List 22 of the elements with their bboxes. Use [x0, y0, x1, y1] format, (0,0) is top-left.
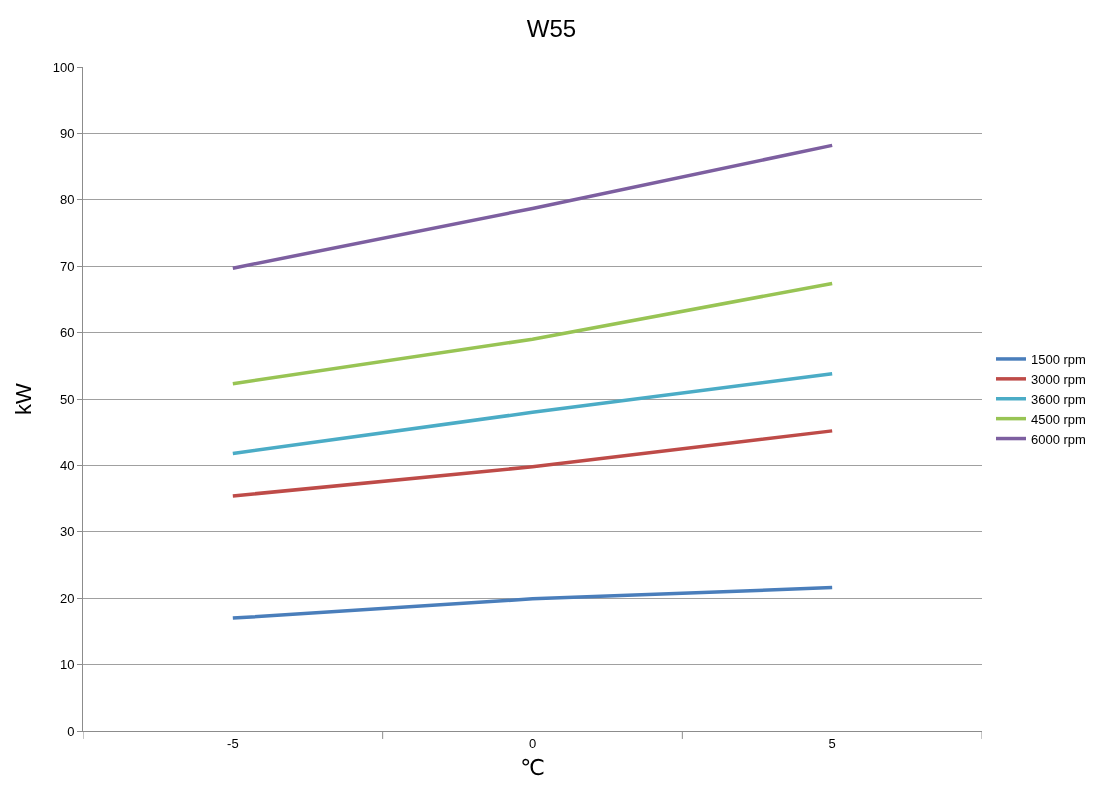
y-tick-label: 100: [52, 59, 75, 75]
x-tick-label: -5: [227, 735, 239, 751]
chart-title: W55: [526, 14, 577, 42]
y-tick-label: 40: [59, 457, 75, 473]
y-tick-label: 80: [59, 192, 75, 208]
y-tick-label: 90: [59, 125, 75, 141]
y-tick-label: 50: [59, 391, 75, 407]
legend-label: 1500 rpm: [1030, 352, 1086, 368]
x-tick-label: 5: [828, 735, 836, 751]
y-tick-label: 30: [59, 524, 75, 540]
y-tick-label: 70: [59, 258, 75, 274]
x-axis-title: ℃: [520, 755, 545, 781]
legend-label: 3000 rpm: [1030, 371, 1086, 387]
legend-label: 4500 rpm: [1030, 411, 1086, 427]
y-axis-title: kW: [11, 382, 37, 415]
y-tick-label: 0: [67, 723, 75, 739]
y-tick-label: 60: [59, 325, 75, 341]
y-tick-label: 20: [59, 590, 75, 606]
x-tick-label: 0: [528, 735, 537, 751]
legend-label: 3600 rpm: [1030, 391, 1086, 407]
y-tick-label: 10: [59, 657, 75, 673]
legend-label: 6000 rpm: [1030, 431, 1086, 447]
